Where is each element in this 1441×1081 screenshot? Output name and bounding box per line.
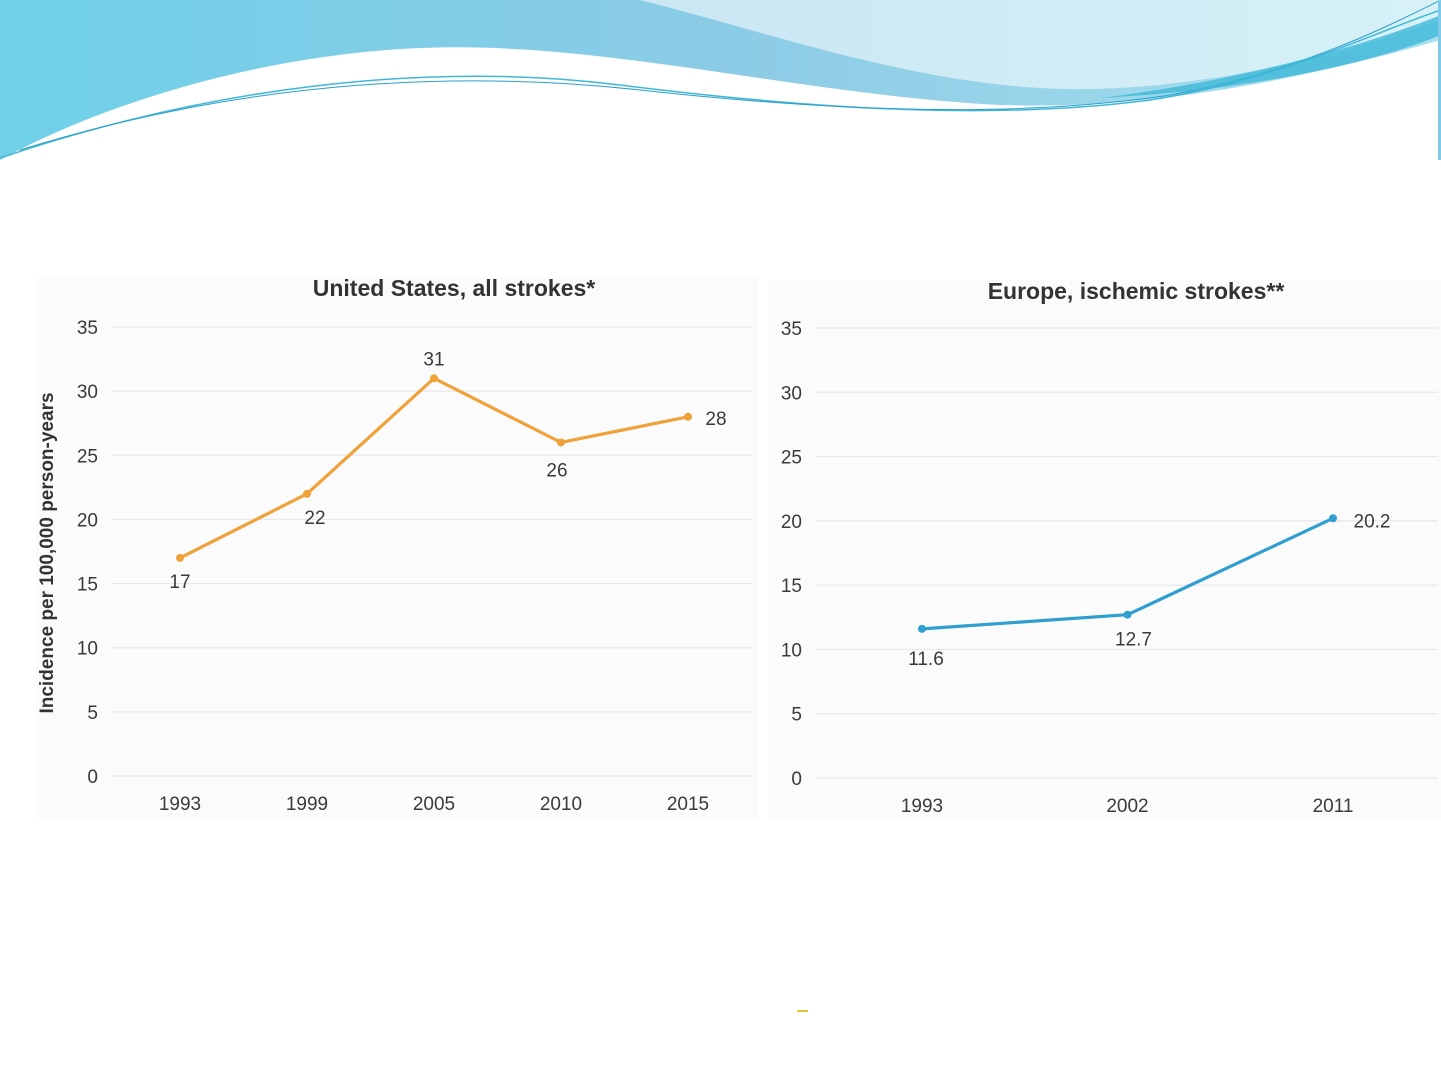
eu-data-label: 20.2 <box>1354 511 1391 532</box>
us-gridlines <box>112 326 752 777</box>
us-x-tick-label: 1993 <box>159 794 201 815</box>
eu-y-tick-label: 10 <box>781 640 802 661</box>
us-data-point <box>303 489 311 498</box>
eu-data-points <box>918 514 1337 633</box>
eu-y-tick-labels: 0 5 10 15 20 25 30 35 <box>781 319 802 790</box>
eu-data-label: 11.6 <box>908 649 944 670</box>
us-y-tick-label: 15 <box>77 575 98 596</box>
us-y-tick-label: 35 <box>77 318 98 339</box>
eu-x-tick-labels: 1993 2002 2011 <box>901 796 1354 817</box>
header-right-edge <box>1438 0 1441 160</box>
us-data-label: 31 <box>423 349 444 370</box>
us-x-tick-labels: 1993 1999 2005 2010 2015 <box>159 794 709 815</box>
us-x-tick-label: 2015 <box>667 794 709 815</box>
us-data-points <box>176 374 692 562</box>
us-y-tick-label: 25 <box>77 446 98 467</box>
eu-chart-background <box>768 280 1441 820</box>
us-y-tick-label: 30 <box>77 382 98 403</box>
us-data-point <box>684 412 692 421</box>
us-data-label: 17 <box>169 572 190 593</box>
eu-y-tick-label: 15 <box>781 576 802 597</box>
eu-chart-title: Europe, ischemic strokes** <box>988 278 1285 304</box>
eu-y-tick-label: 25 <box>781 448 802 469</box>
us-data-label: 28 <box>705 409 726 430</box>
eu-y-tick-label: 0 <box>791 769 802 790</box>
us-data-labels: 17 22 31 26 28 <box>169 349 726 593</box>
eu-x-tick-label: 2011 <box>1313 796 1354 817</box>
eu-data-point <box>918 624 926 633</box>
eu-data-point <box>1329 514 1337 523</box>
us-y-tick-labels: 0 5 10 15 20 25 30 35 <box>77 318 98 788</box>
eu-strokes-chart: Europe, ischemic strokes** 0 5 10 15 20 25 30 3… <box>768 278 1441 820</box>
header-wave-accent <box>1100 15 1441 98</box>
us-strokes-chart: United States, all strokes* Incidence pe… <box>36 275 758 818</box>
us-chart-title: United States, all strokes* <box>313 275 596 301</box>
eu-data-labels: 11.6 12.7 20.2 <box>908 511 1390 670</box>
eu-x-tick-label: 1993 <box>901 796 943 817</box>
eu-y-tick-label: 35 <box>781 319 802 340</box>
us-data-label: 22 <box>304 508 325 529</box>
eu-y-tick-label: 5 <box>791 705 802 726</box>
eu-gridlines <box>815 327 1438 779</box>
us-y-tick-label: 20 <box>77 510 98 531</box>
eu-data-point <box>1123 610 1132 619</box>
header-wave-decoration <box>0 0 1441 160</box>
us-data-point <box>557 438 565 447</box>
us-x-tick-label: 2010 <box>540 794 582 815</box>
us-x-tick-label: 2005 <box>413 794 455 815</box>
us-y-tick-label: 0 <box>87 767 98 788</box>
eu-data-label: 12.7 <box>1115 630 1152 651</box>
us-data-point <box>176 553 184 562</box>
eu-y-tick-label: 30 <box>781 383 802 404</box>
us-chart-background <box>36 278 758 818</box>
us-y-tick-label: 5 <box>87 703 98 724</box>
eu-y-tick-label: 20 <box>781 512 802 533</box>
us-y-tick-label: 10 <box>77 639 98 660</box>
us-data-point <box>430 374 438 383</box>
us-y-axis-title: Incidence per 100,000 person-years <box>37 392 58 713</box>
footer-dash-mark <box>797 1010 808 1012</box>
us-x-tick-label: 1999 <box>286 794 328 815</box>
eu-x-tick-label: 2002 <box>1106 796 1148 817</box>
header-wave-light <box>640 0 1441 90</box>
us-data-label: 26 <box>546 460 567 481</box>
